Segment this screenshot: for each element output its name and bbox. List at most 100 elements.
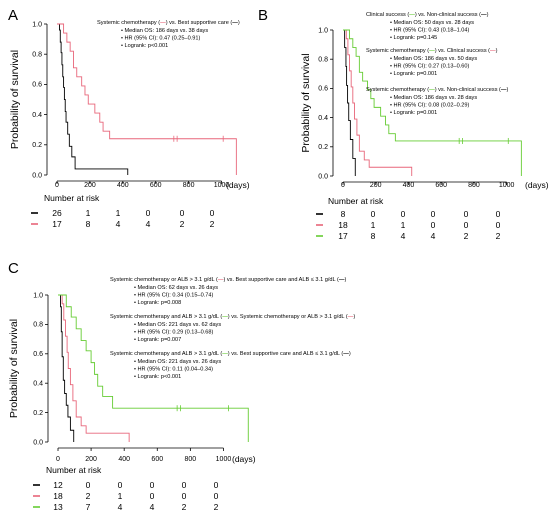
y-tick-label: 1.0 [318, 27, 328, 34]
risk-table-header: Number at risk [44, 193, 100, 203]
comparison-title-text: ) vs. Best supportive care and ALB ≤ 3.1… [228, 351, 344, 357]
x-tick-label: 400 [403, 182, 415, 189]
x-tick-label: 0 [55, 182, 59, 189]
comparison-stat: • Median OS: 186 days vs. 38 days [121, 28, 208, 34]
risk-count: 0 [182, 491, 187, 501]
panel-label: B [258, 7, 268, 24]
risk-count: 17 [338, 231, 348, 241]
comparison-title-text: ) [507, 87, 509, 93]
legend-swatch-2: — [232, 20, 238, 26]
comparison-stat: • HR (95% CI): 0.11 (0.04–0.34) [134, 367, 213, 373]
comparison-stat: • Logrank: p=0.007 [134, 337, 181, 343]
x-tick-label: 600 [151, 456, 163, 463]
risk-table-header: Number at risk [328, 196, 384, 206]
risk-count: 1 [116, 208, 121, 218]
comparison-title-text: Systemic chemotherapy ( [366, 48, 429, 54]
survival-curve-3 [343, 29, 522, 176]
risk-count: 0 [146, 208, 151, 218]
y-tick-label: 0.4 [32, 112, 42, 119]
comparison-title-text: ) vs. Clinical success ( [435, 48, 490, 54]
risk-count: 2 [182, 502, 187, 512]
risk-table-header: Number at risk [46, 465, 102, 475]
comparison-stat: • Logrank: p<0.001 [134, 374, 181, 380]
survival-curve-3 [58, 294, 249, 442]
risk-count: 4 [146, 219, 151, 229]
risk-count: 0 [401, 209, 406, 219]
risk-count: 0 [496, 220, 501, 230]
x-tick-label: 200 [84, 182, 96, 189]
y-tick-label: 0.8 [32, 52, 42, 59]
risk-count: 4 [116, 219, 121, 229]
survival-curve-2 [57, 23, 237, 175]
x-tick-label: 0 [56, 456, 60, 463]
risk-count: 0 [431, 220, 436, 230]
comparison-stat: • Logrank: p=0.145 [390, 35, 437, 41]
comparison-stat: • Logrank: p=0.001 [390, 110, 437, 116]
chart-panel-b: B Probability of survival 0.0 0.2 0.4 0.6 0.8 1… [258, 7, 549, 241]
comparison-title-text: ) [344, 277, 346, 283]
comparison-title-text: Clinical success ( [366, 12, 409, 18]
comparison-title-text: ) [349, 351, 351, 357]
legend-swatch-2: — [490, 48, 496, 54]
x-axis-label: (days) [232, 454, 256, 464]
survival-curve-1 [58, 294, 75, 442]
comparison-title: Systemic chemotherapy (—) vs. Best suppo… [97, 20, 240, 26]
risk-count: 0 [150, 491, 155, 501]
x-tick-label: 600 [150, 182, 162, 189]
chart-panel-a: A Probability of survival 0.0 0.2 0.4 0.6 0.8 1… [8, 7, 250, 229]
comparison-title-text: ) [487, 12, 489, 18]
x-tick-label: 1000 [499, 182, 515, 189]
risk-count: 26 [52, 208, 62, 218]
y-axis-label: Probability of survival [300, 53, 312, 152]
legend-swatch-2: — [343, 351, 349, 357]
comparison-title-text: ) vs. Non-clinical success ( [415, 12, 481, 18]
x-tick-label: 0 [341, 182, 345, 189]
risk-count: 0 [214, 491, 219, 501]
risk-count: 4 [401, 231, 406, 241]
comparison-title: Systemic chemotherapy ( —) vs. Clinical s… [366, 48, 498, 54]
comparison-stat: • Median OS: 221 days vs. 62 days [134, 322, 221, 328]
risk-count: 0 [180, 208, 185, 218]
comparison-title-text: Systemic chemotherapy and ALB > 3.1 g/dL… [110, 314, 222, 320]
legend-swatch-1: — [218, 277, 224, 283]
x-tick-label: 400 [118, 456, 130, 463]
chart-panel-c: C Probability of survival 0.0 0.2 0.4 0.6 0.8 1… [8, 260, 355, 512]
comparison-stat: • Median OS: 50 days vs. 28 days [390, 20, 474, 26]
y-tick-label: 0.0 [33, 439, 43, 446]
x-tick-label: 600 [435, 182, 447, 189]
risk-count: 1 [401, 220, 406, 230]
legend-swatch-1: — [429, 87, 435, 93]
x-tick-label: 800 [183, 182, 195, 189]
y-tick-label: 0.0 [32, 172, 42, 179]
comparison-stat: • HR (95% CI): 0.29 (0.13–0.68) [134, 330, 214, 336]
x-tick-label: 800 [185, 456, 197, 463]
comparison-title-text: ) [238, 20, 240, 26]
risk-count: 0 [464, 220, 469, 230]
risk-count: 13 [53, 502, 63, 512]
comparison-title-text: ) [496, 48, 498, 54]
risk-count: 0 [496, 209, 501, 219]
y-tick-label: 0.2 [33, 410, 43, 417]
risk-count: 2 [180, 219, 185, 229]
comparison-title-text: ) vs. Non-clinical success ( [435, 87, 501, 93]
legend-swatch-1: — [409, 12, 415, 18]
risk-count: 2 [214, 502, 219, 512]
comparison-stat: • Median OS: 221 days vs. 26 days [134, 359, 221, 365]
comparison-title: Systemic chemotherapy or ALB > 3.1 g/dL … [110, 277, 346, 283]
risk-count: 0 [464, 209, 469, 219]
comparison-title-text: Systemic chemotherapy ( [366, 87, 429, 93]
comparison-title: Clinical success (—) vs. Non-clinical su… [366, 12, 489, 18]
comparison-title-text: ) [353, 314, 355, 320]
risk-count: 4 [150, 502, 155, 512]
comparison-stat: • HR (95% CI): 0.27 (0.13–0.60) [390, 64, 470, 70]
survival-curve-2 [343, 29, 413, 176]
y-tick-label: 1.0 [33, 292, 43, 299]
risk-count: 0 [182, 480, 187, 490]
risk-count: 0 [371, 209, 376, 219]
risk-count: 2 [210, 219, 215, 229]
risk-count: 8 [86, 219, 91, 229]
legend-swatch-1: — [160, 20, 166, 26]
survival-curve-2 [58, 294, 130, 442]
x-tick-label: 1000 [216, 456, 232, 463]
